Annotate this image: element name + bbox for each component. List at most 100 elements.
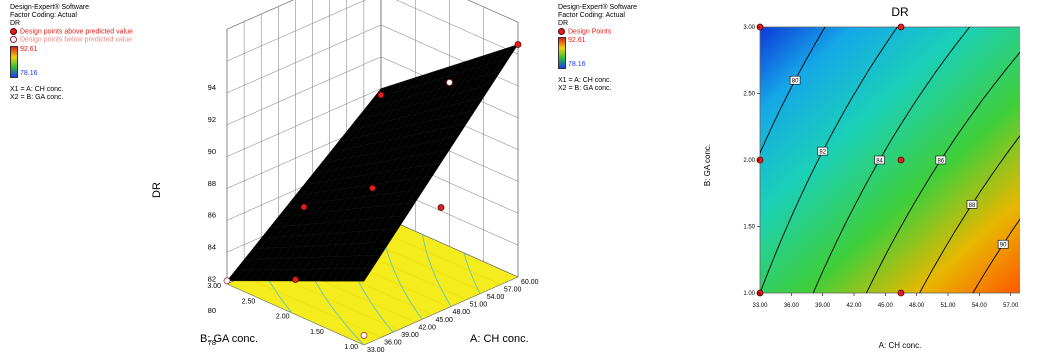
z-tick-label: 82 bbox=[208, 274, 216, 283]
z-tick-label: 84 bbox=[208, 242, 216, 251]
x-tick-label: 57.00 bbox=[504, 287, 522, 294]
design-point bbox=[514, 41, 522, 48]
y-tick-label: 2.50 bbox=[242, 298, 256, 305]
above-label: Design points above predicted value bbox=[20, 28, 133, 36]
design-point bbox=[437, 204, 445, 211]
contour-label-box bbox=[997, 239, 1009, 249]
contour-label-box bbox=[789, 75, 801, 85]
contour-label-box bbox=[966, 200, 978, 209]
contour-label: 90 bbox=[1000, 243, 1007, 249]
contour-fill bbox=[759, 26, 1020, 294]
x-tick-label: 42.00 bbox=[418, 324, 436, 331]
contour-line bbox=[919, 134, 1020, 293]
contour-y-label: B: GA conc. bbox=[703, 144, 712, 186]
y-tick-label: 2.00 bbox=[276, 314, 290, 321]
x-tick-label: 36.00 bbox=[784, 303, 800, 309]
right-coding: Factor Coding: Actual bbox=[558, 12, 625, 19]
z-tick-label: 90 bbox=[208, 147, 216, 156]
color-ramp-icon bbox=[10, 45, 18, 78]
contour-line bbox=[760, 27, 898, 293]
contour-design-points bbox=[756, 23, 905, 297]
x-tick-label: 42.00 bbox=[846, 303, 862, 309]
contour-line bbox=[760, 27, 826, 155]
contour-label-box bbox=[935, 155, 947, 165]
z-tick-label: 94 bbox=[208, 83, 216, 92]
right-range-high: 92.61 bbox=[568, 37, 586, 45]
y-tick-label: 3.00 bbox=[743, 25, 755, 31]
surface-ticks: 78 80 82 84 86 88 90 92 94 1.00 1.50 2.00 2.50 3.00 33… bbox=[207, 83, 538, 354]
points-label: Design Points bbox=[568, 28, 612, 36]
z-tick-label: 86 bbox=[208, 211, 216, 220]
right-response: DR bbox=[558, 20, 569, 27]
contour-ticks: 33.00 36.00 39.00 42.00 45.00 48.00 51.00 54.00… bbox=[743, 25, 1019, 309]
contour-label-box bbox=[817, 146, 829, 156]
z-tick-label: 88 bbox=[208, 179, 216, 188]
design-point bbox=[360, 332, 368, 339]
contour-plot: DR 80 82 84 86 88 90 33.00 36.00 39.00 42.00 45.0… bbox=[703, 5, 1020, 350]
left-software: Design-Expert® Software bbox=[10, 4, 90, 11]
z-tick-label: 80 bbox=[208, 306, 216, 315]
contour-label: 82 bbox=[819, 150, 826, 156]
contour-x-label: A: CH conc. bbox=[879, 341, 922, 350]
contour-label: 86 bbox=[938, 159, 945, 165]
x-tick-label: 45.00 bbox=[435, 317, 453, 324]
right-range-low: 78.16 bbox=[568, 61, 586, 69]
design-point bbox=[300, 203, 308, 211]
contour-labels: 80 82 84 86 88 90 bbox=[789, 75, 1009, 249]
left-x2: X2 = B: GA conc. bbox=[10, 93, 64, 101]
surface-design-points bbox=[223, 41, 522, 339]
left-coding: Factor Coding: Actual bbox=[10, 12, 77, 19]
x-tick-label: 36.00 bbox=[384, 339, 402, 346]
z-tick-label: 92 bbox=[208, 115, 216, 124]
surface-y-label: B: GA conc. bbox=[200, 333, 258, 345]
below-label: Design points below predicted value bbox=[20, 36, 133, 44]
design-point bbox=[897, 289, 905, 297]
design-point bbox=[446, 79, 453, 86]
surface-x-label: A: CH conc. bbox=[470, 333, 529, 345]
y-tick-label: 1.50 bbox=[743, 225, 755, 231]
floor-gridline bbox=[244, 276, 382, 338]
point-below-icon bbox=[10, 36, 17, 44]
y-tick-label: 1.00 bbox=[743, 291, 755, 297]
x-tick-label: 39.00 bbox=[401, 332, 419, 339]
x-tick-label: 45.00 bbox=[878, 303, 894, 309]
y-tick-label: 1.50 bbox=[310, 329, 324, 336]
x-tick-label: 51.00 bbox=[470, 302, 488, 309]
design-point-icon bbox=[558, 28, 565, 35]
surface-mesh bbox=[226, 44, 519, 282]
design-point bbox=[223, 277, 231, 285]
x-tick-label: 33.00 bbox=[752, 303, 768, 309]
design-point bbox=[369, 184, 376, 192]
y-tick-label: 2.50 bbox=[743, 92, 755, 98]
x-tick-label: 54.00 bbox=[487, 294, 505, 301]
left-range-low: 78.16 bbox=[20, 69, 38, 77]
color-ramp-icon bbox=[558, 37, 566, 70]
surface-z-label: DR bbox=[151, 182, 163, 198]
right-legend: Design-Expert® Software Factor Coding: A… bbox=[558, 4, 637, 93]
x-tick-label: 51.00 bbox=[940, 303, 956, 309]
left-color-scale: 92.61 78.16 bbox=[10, 45, 133, 78]
surface-plot: 78 80 82 84 86 88 90 92 94 1.00 1.50 2.00 2.50 3.00 33… bbox=[151, 0, 539, 354]
contour-line bbox=[972, 218, 1020, 293]
x-tick-label: 54.00 bbox=[972, 303, 988, 309]
right-x1: X1 = A: CH conc. bbox=[558, 77, 612, 85]
left-range-high: 92.61 bbox=[20, 45, 38, 53]
right-x2: X2 = B: GA conc. bbox=[558, 85, 612, 93]
right-software: Design-Expert® Software bbox=[558, 4, 638, 11]
y-tick-label: 3.00 bbox=[207, 283, 221, 290]
y-tick-label: 1.00 bbox=[344, 344, 358, 351]
design-point bbox=[292, 276, 299, 283]
x-tick-label: 48.00 bbox=[453, 309, 471, 316]
x-tick-label: 60.00 bbox=[521, 279, 539, 286]
x-tick-label: 33.00 bbox=[367, 347, 385, 354]
left-legend: Design-Expert® Software Factor Coding: A… bbox=[10, 4, 133, 102]
design-point bbox=[377, 91, 385, 99]
point-above-icon bbox=[10, 28, 17, 35]
x-tick-label: 57.00 bbox=[1003, 303, 1019, 309]
design-point bbox=[897, 23, 905, 31]
contour-title: DR bbox=[891, 5, 909, 19]
design-point bbox=[897, 156, 905, 164]
y-tick-label: 2.00 bbox=[743, 158, 755, 164]
contour-label: 80 bbox=[792, 79, 799, 85]
x-tick-label: 48.00 bbox=[909, 303, 925, 309]
